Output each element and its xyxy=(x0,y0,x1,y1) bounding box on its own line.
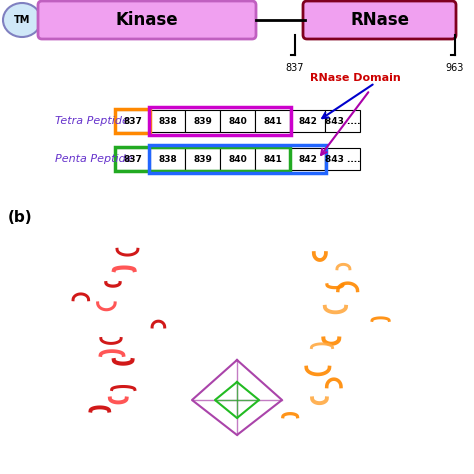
Text: 840: 840 xyxy=(228,117,247,126)
Text: RNase: RNase xyxy=(350,11,410,29)
Bar xyxy=(185,110,220,132)
Text: 838: 838 xyxy=(158,155,177,164)
Bar xyxy=(115,148,150,170)
Bar xyxy=(325,148,360,170)
Text: Tetra Peptide: Tetra Peptide xyxy=(55,116,129,126)
Text: 840: 840 xyxy=(228,155,247,164)
Text: 841: 841 xyxy=(263,117,282,126)
Text: 843 ....: 843 .... xyxy=(325,117,360,126)
Bar xyxy=(115,147,290,171)
Bar xyxy=(290,110,325,132)
Text: 843 ....: 843 .... xyxy=(325,155,360,164)
Text: 837: 837 xyxy=(123,155,142,164)
Text: Kinase: Kinase xyxy=(116,11,178,29)
Bar xyxy=(150,110,185,132)
Text: 841: 841 xyxy=(263,155,282,164)
Ellipse shape xyxy=(3,3,41,37)
Bar xyxy=(185,148,220,170)
Text: 837: 837 xyxy=(286,63,304,73)
Text: Penta Peptide: Penta Peptide xyxy=(55,154,133,164)
Text: (b): (b) xyxy=(8,210,33,225)
Bar xyxy=(149,145,326,173)
Text: 839: 839 xyxy=(193,117,212,126)
Bar xyxy=(255,110,290,132)
Bar xyxy=(150,148,185,170)
Text: 839: 839 xyxy=(193,155,212,164)
Bar xyxy=(115,110,150,132)
FancyBboxPatch shape xyxy=(38,1,256,39)
Bar xyxy=(255,148,290,170)
Bar xyxy=(149,107,291,135)
Bar xyxy=(220,110,255,132)
Bar xyxy=(290,148,325,170)
Text: 837: 837 xyxy=(123,117,142,126)
Text: 838: 838 xyxy=(158,117,177,126)
Bar xyxy=(220,148,255,170)
Text: 842: 842 xyxy=(298,155,317,164)
Bar xyxy=(325,110,360,132)
Text: TM: TM xyxy=(14,15,30,25)
Text: 842: 842 xyxy=(298,117,317,126)
Text: 963: 963 xyxy=(446,63,464,73)
FancyBboxPatch shape xyxy=(303,1,456,39)
Text: RNase Domain: RNase Domain xyxy=(310,73,401,83)
Bar xyxy=(115,109,150,133)
